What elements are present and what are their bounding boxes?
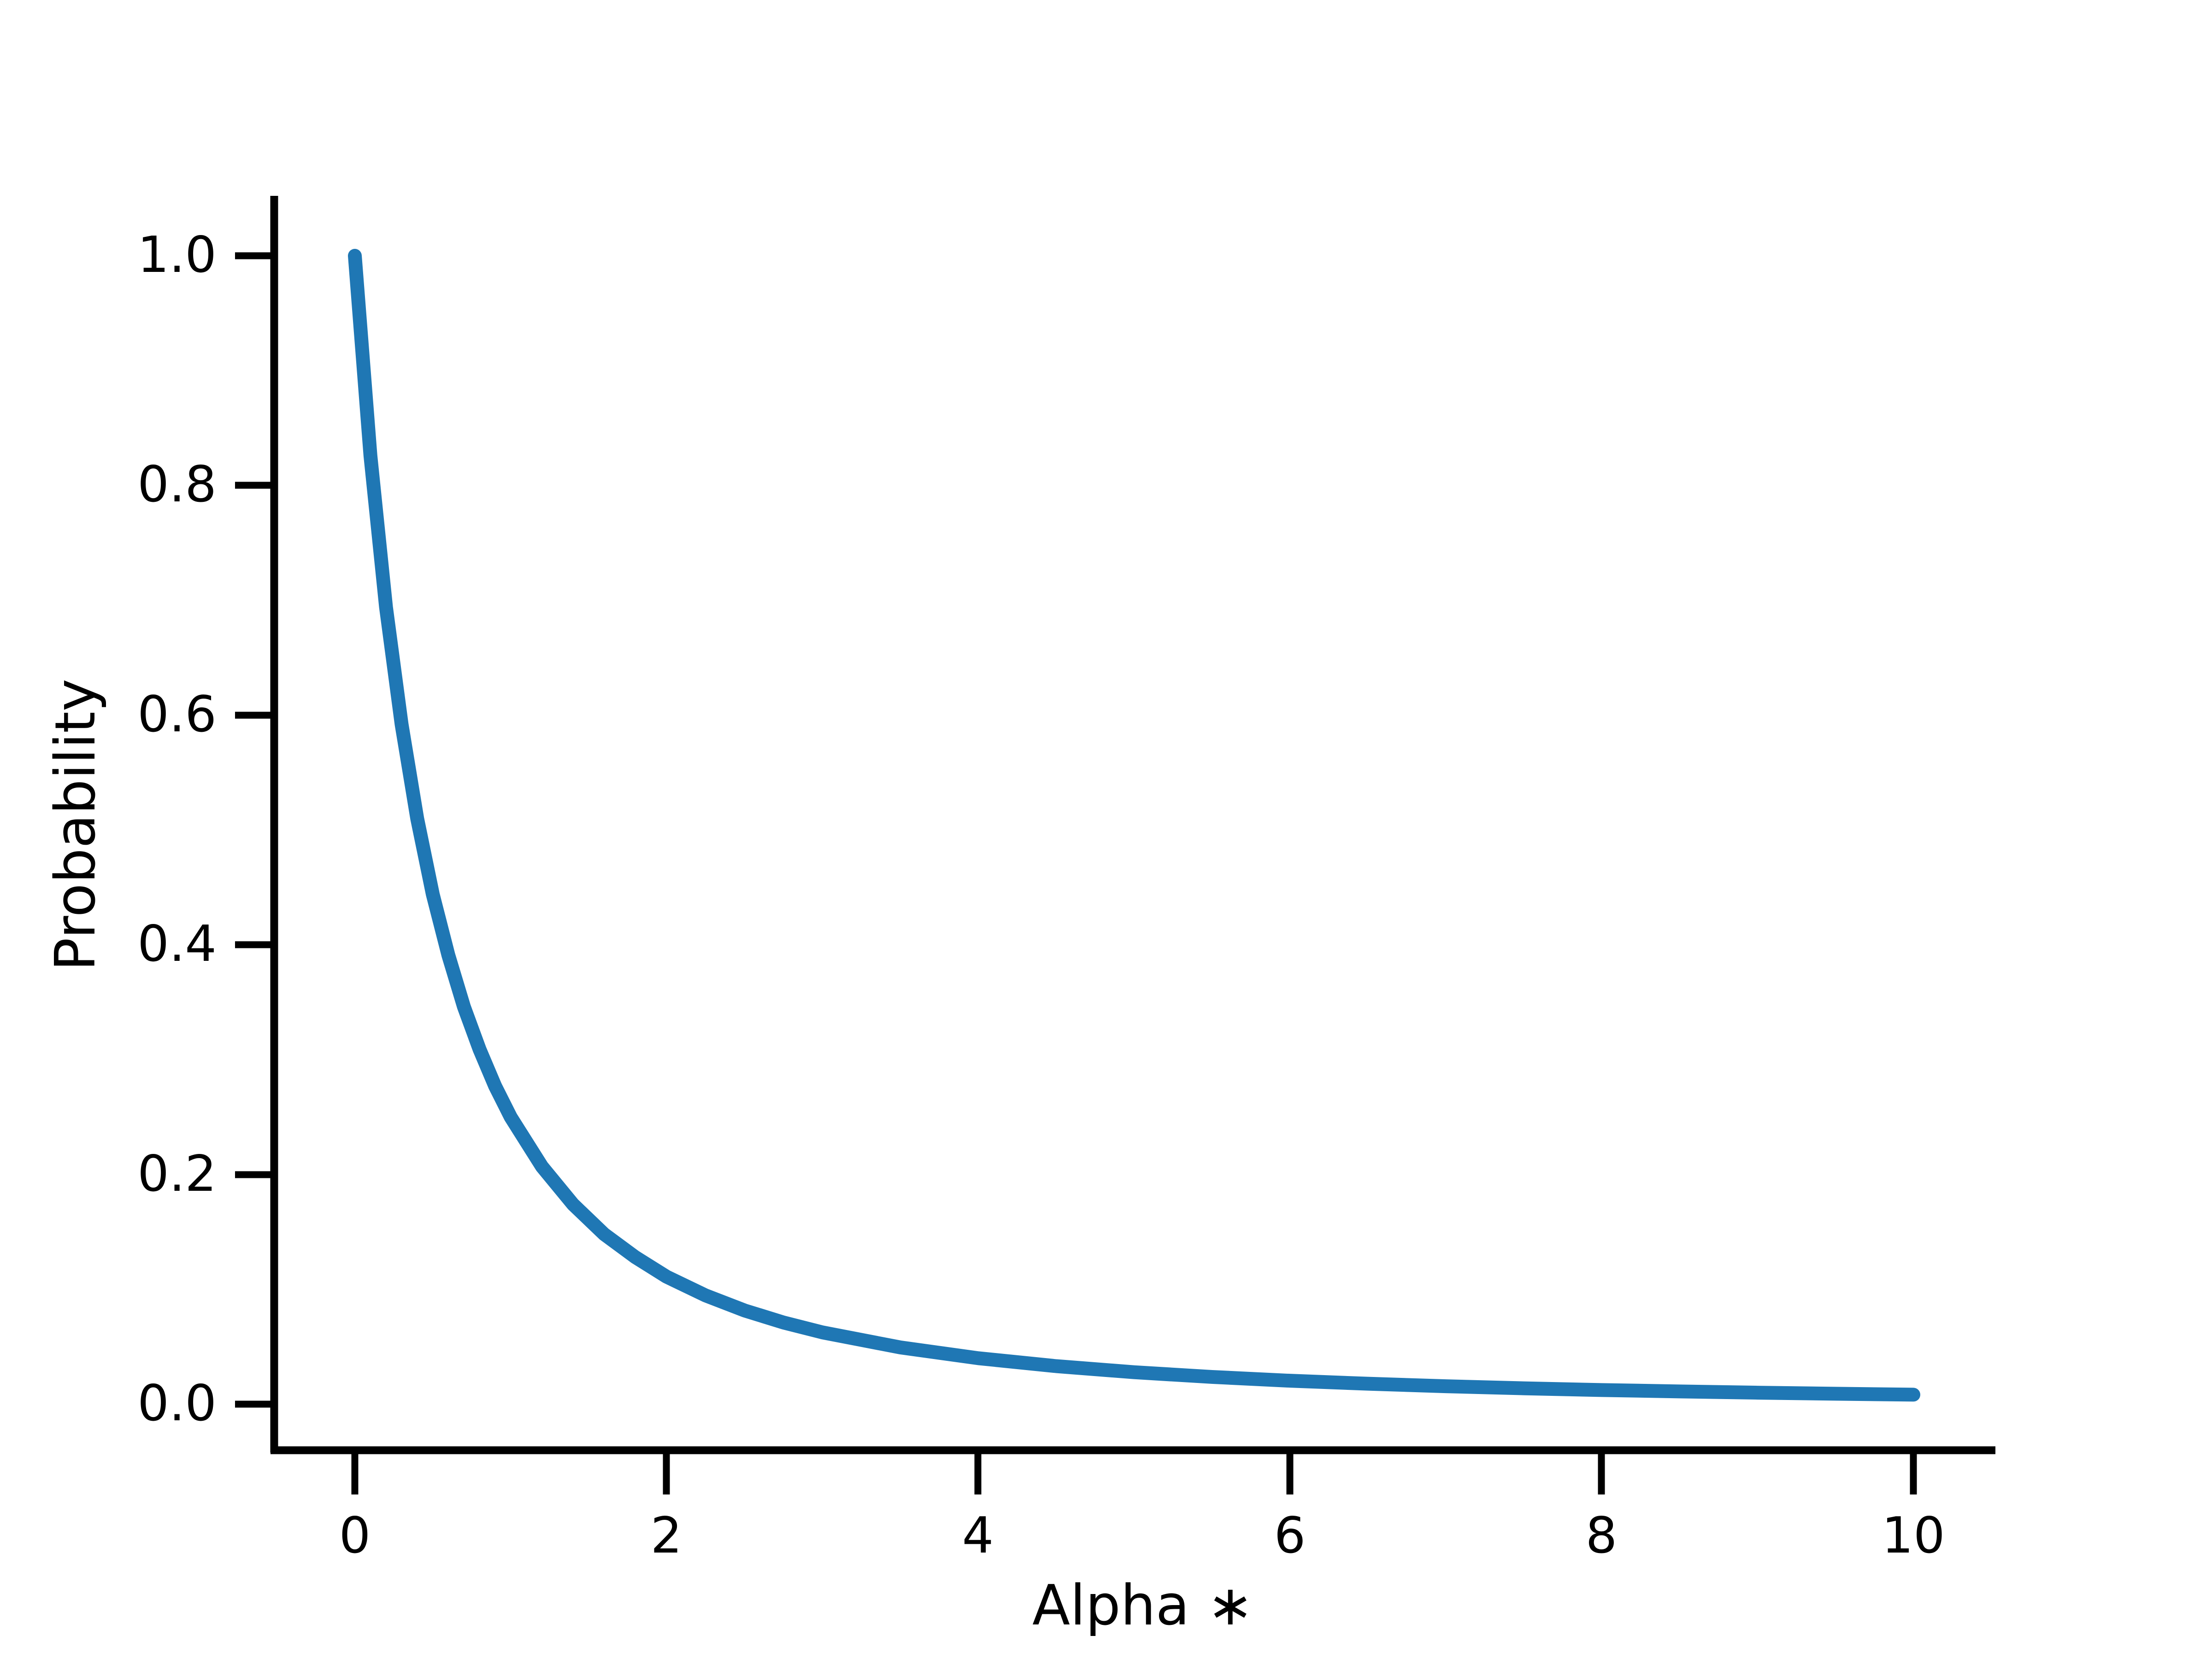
- x-tick-label-5: 10: [1882, 1507, 1945, 1565]
- x-axis-title: Alpha ∗: [1032, 1574, 1253, 1638]
- x-tick-label-2: 4: [962, 1507, 994, 1565]
- y-tick-marks: [235, 252, 274, 1408]
- x-tick-marks: [351, 1454, 1917, 1494]
- y-tick-label-3: 0.6: [137, 686, 217, 743]
- probability-curve: [348, 249, 1920, 1402]
- y-tick-label-2: 0.4: [137, 915, 217, 973]
- y-tick-label-4: 0.8: [137, 456, 217, 513]
- x-tick-label-0: 0: [339, 1507, 371, 1565]
- y-tick-label-0: 0.0: [137, 1375, 217, 1432]
- y-tick-label-1: 0.2: [137, 1145, 217, 1203]
- x-tick-label-1: 2: [651, 1507, 682, 1565]
- x-tick-label-4: 8: [1586, 1507, 1618, 1565]
- x-tick-label-3: 6: [1274, 1507, 1306, 1565]
- y-tick-label-5: 1.0: [137, 226, 217, 284]
- y-axis-title: Probability: [44, 679, 108, 971]
- y-tick-labels: 1.0 0.8 0.6 0.4 0.2 0.0: [137, 226, 217, 1432]
- x-tick-labels: 0 2 4 6 8 10: [339, 1507, 1945, 1565]
- axes-spines: [270, 196, 1995, 1454]
